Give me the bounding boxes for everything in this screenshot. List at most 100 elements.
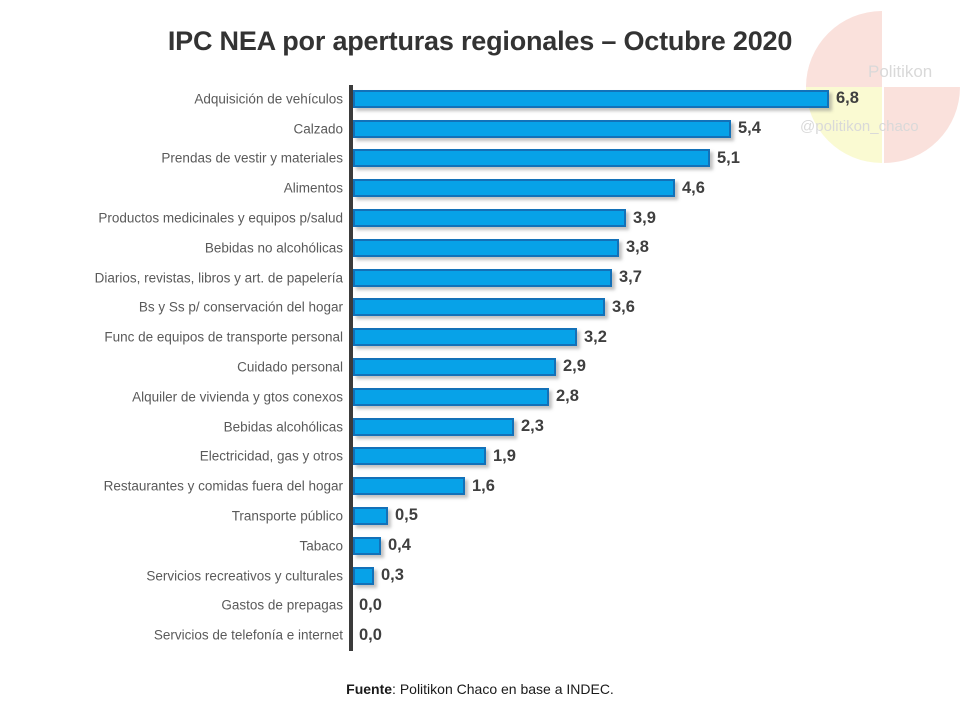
bar-and-value: 1,9 [353,446,516,466]
bar-and-value: 6,8 [353,89,859,108]
bar-row: Bebidas alcohólicas 2,3 [0,412,960,442]
bar-value-label: 5,4 [738,119,761,138]
bar-value-label: 2,9 [563,357,586,376]
bar-and-value: 2,8 [353,387,579,406]
bar[interactable] [353,89,829,108]
bar[interactable] [353,387,549,406]
category-label: Diarios, revistas, libros y art. de pape… [94,270,343,286]
bar-value-label: 5,1 [717,148,740,167]
bar[interactable] [353,209,626,228]
bar[interactable] [353,506,388,525]
category-label: Cuidado personal [237,359,343,375]
bar-row: Transporte público 0,5 [0,501,960,531]
category-label: Transporte público [231,508,343,524]
bar-value-label: 3,9 [633,208,656,227]
category-label: Calzado [293,121,343,137]
bar-value-label: 4,6 [682,178,705,197]
bar-row: Bs y Ss p/ conservación del hogar 3,6 [0,293,960,323]
bar-and-value: 5,1 [353,148,740,168]
bar-and-value: 3,9 [353,208,656,228]
bar-value-label: 3,2 [584,327,607,346]
bar-and-value: 0,5 [353,506,418,525]
bar-and-value: 0,0 [353,596,382,614]
chart-title: IPC NEA por aperturas regionales – Octub… [167,26,793,56]
bar[interactable] [353,119,731,138]
bar-and-value: 4,6 [353,178,705,198]
bar-row: Tabaco 0,4 [0,531,960,561]
bar[interactable] [353,298,605,317]
bar-value-label: 3,7 [619,268,642,287]
bar-row: Gastos de prepagas 0,0 [0,590,960,620]
bar[interactable] [353,179,675,198]
bar-and-value: 3,8 [353,238,649,257]
bar-row: Productos medicinales y equipos p/salud 3… [0,203,960,233]
bar[interactable] [353,328,577,347]
bar-and-value: 3,2 [353,327,607,347]
bar-and-value: 3,7 [353,268,642,287]
bar-row: Bebidas no alcohólicas 3,8 [0,233,960,263]
bar-value-label: 2,3 [521,417,544,436]
bar-and-value: 2,3 [353,417,544,436]
bar-row: Calzado 5,4 [0,114,960,144]
bar-value-label: 1,6 [472,476,495,495]
bar-row: Alimentos 4,6 [0,173,960,203]
bar-and-value: 5,4 [353,119,761,138]
bar[interactable] [353,447,486,466]
bar-value-label: 0,3 [381,566,404,585]
bar-value-label: 1,9 [493,446,516,465]
category-label: Adquisición de vehículos [194,91,343,107]
bar[interactable] [353,417,514,436]
category-label: Bebidas no alcohólicas [204,240,343,256]
category-label: Bs y Ss p/ conservación del hogar [138,299,343,315]
bar[interactable] [353,357,556,376]
bar-value-label: 2,8 [556,387,579,406]
bar-and-value: 3,6 [353,297,635,317]
bar-row: Restaurantes y comidas fuera del hogar 1,… [0,471,960,501]
bar-row: Servicios de telefonía e internet 0,0 [0,620,960,650]
category-label: Servicios de telefonía e internet [153,627,343,643]
bar-value-label: 3,6 [612,297,635,316]
category-label: Servicios recreativos y culturales [146,568,343,584]
bar-and-value: 1,6 [353,476,495,496]
bar-value-label: 0,5 [395,506,418,525]
bar-value-label: 0,0 [359,625,382,644]
bar-row: Servicios recreativos y culturales 0,3 [0,561,960,591]
watermark-brand-text: Politikon [868,62,933,81]
bar-value-label: 0,4 [388,536,411,555]
category-label: Electricidad, gas y otros [199,448,343,464]
category-label: Bebidas alcohólicas [223,419,343,435]
category-label: Alquiler de vivienda y gtos conexos [132,389,343,405]
bar-and-value: 0,0 [353,626,382,644]
value-axis-line [349,85,353,651]
category-label: Alimentos [283,180,343,196]
category-label: Productos medicinales y equipos p/salud [98,210,343,226]
bar[interactable] [353,268,612,287]
bar-and-value: 0,3 [353,566,404,585]
bar-row: Prendas de vestir y materiales 5,1 [0,144,960,174]
category-label: Func de equipos de transporte personal [104,329,343,345]
bar[interactable] [353,536,381,555]
source-note: Fuente: Politikon Chaco en base a INDEC. [0,681,960,697]
bar[interactable] [353,566,374,585]
category-label: Tabaco [299,538,343,554]
bar[interactable] [353,477,465,496]
bar-row: Adquisición de vehículos 6,8 [0,84,960,114]
category-label: Prendas de vestir y materiales [161,150,343,166]
bar-row: Func de equipos de transporte personal 3,… [0,322,960,352]
category-label: Gastos de prepagas [221,597,343,613]
source-note-label: Fuente [346,681,393,697]
bar-row: Cuidado personal 2,9 [0,352,960,382]
bar-row: Diarios, revistas, libros y art. de pape… [0,263,960,293]
bar[interactable] [353,149,710,168]
bar-value-label: 0,0 [359,595,382,614]
bar-value-label: 6,8 [836,89,859,108]
bar[interactable] [353,238,619,257]
bar-chart-plot-area: Adquisición de vehículos 6,8 Calzado 5,4 Pre… [0,84,960,651]
bar-row: Electricidad, gas y otros 1,9 [0,441,960,471]
bar-and-value: 2,9 [353,357,586,376]
category-label: Restaurantes y comidas fuera del hogar [103,478,343,494]
bar-row: Alquiler de vivienda y gtos conexos 2,8 [0,382,960,412]
source-note-text: : Politikon Chaco en base a INDEC. [392,681,614,697]
bar-value-label: 3,8 [626,238,649,257]
